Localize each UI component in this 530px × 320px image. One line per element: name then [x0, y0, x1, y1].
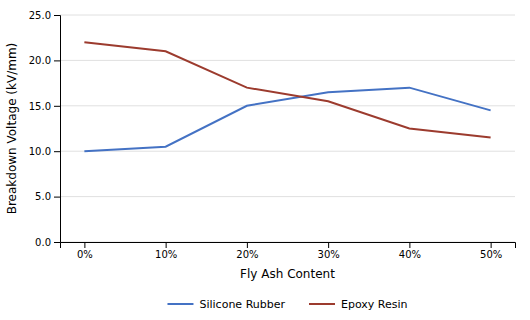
legend-item: Epoxy Resin — [309, 298, 408, 311]
x-tick-mark — [247, 242, 248, 248]
y-tick-mark — [54, 242, 60, 243]
y-axis-line — [54, 16, 61, 243]
y-tick-mark — [54, 151, 60, 152]
series-line — [84, 42, 490, 137]
x-tick-label: 0% — [77, 249, 93, 260]
x-tick: 10% — [155, 242, 177, 260]
x-tick: 50% — [480, 242, 502, 260]
x-tick: 20% — [236, 242, 258, 260]
x-tick-mark — [409, 242, 410, 248]
x-tick-label: 10% — [155, 249, 177, 260]
y-tick-mark — [54, 197, 60, 198]
series-line — [84, 88, 490, 152]
y-tick: 25.0 — [29, 10, 60, 21]
y-tick-label: 5.0 — [35, 191, 51, 202]
y-tick-mark — [54, 60, 60, 61]
grid — [60, 15, 515, 242]
x-tick-label: 40% — [399, 249, 421, 260]
x-tick-label: 30% — [318, 249, 340, 260]
x-tick: 0% — [77, 242, 93, 260]
y-tick: 10.0 — [29, 146, 60, 157]
x-tick-mark — [166, 242, 167, 248]
y-tick-label: 25.0 — [29, 10, 51, 21]
grid-line — [60, 105, 515, 106]
y-tick-label: 0.0 — [35, 237, 51, 248]
chart: 0% 10% 20% 30% 40% 50% 0.0 5.0 10.0 15.0 20.0 25.0 F… — [0, 0, 530, 320]
grid-line — [60, 15, 515, 16]
y-tick: 20.0 — [29, 55, 60, 66]
x-axis-line — [61, 243, 516, 249]
x-tick-label: 20% — [236, 249, 258, 260]
y-axis-title: Breakdown Voltage (kV/mm) — [5, 43, 19, 215]
grid-line — [60, 60, 515, 61]
grid-line — [60, 151, 515, 152]
y-tick: 5.0 — [35, 191, 60, 202]
legend-swatch — [309, 303, 335, 305]
x-tick-label: 50% — [480, 249, 502, 260]
y-tick-label: 20.0 — [29, 55, 51, 66]
y-tick-mark — [54, 15, 60, 16]
y-tick: 15.0 — [29, 101, 60, 112]
x-axis: 0% 10% 20% 30% 40% 50% — [61, 242, 516, 260]
legend-swatch — [167, 303, 193, 305]
y-tick-label: 15.0 — [29, 101, 51, 112]
plot: 0% 10% 20% 30% 40% 50% 0.0 5.0 10.0 15.0 20.0 25.0 — [29, 10, 516, 260]
series-group — [84, 42, 490, 151]
y-tick: 0.0 — [35, 237, 60, 248]
y-tick-label: 10.0 — [29, 146, 51, 157]
x-tick-mark — [328, 242, 329, 248]
legend-label: Silicone Rubber — [199, 298, 285, 311]
x-tick: 40% — [399, 242, 421, 260]
y-tick-mark — [54, 106, 60, 107]
legend-item: Silicone Rubber — [167, 298, 285, 311]
x-tick-mark — [84, 242, 85, 248]
y-axis: 0.0 5.0 10.0 15.0 20.0 25.0 — [29, 10, 61, 248]
legend: Silicone Rubber Epoxy Resin — [167, 298, 407, 311]
legend-label: Epoxy Resin — [341, 298, 408, 311]
x-tick: 30% — [318, 242, 340, 260]
x-axis-title: Fly Ash Content — [240, 267, 335, 281]
grid-line — [60, 196, 515, 197]
x-tick-mark — [491, 242, 492, 248]
